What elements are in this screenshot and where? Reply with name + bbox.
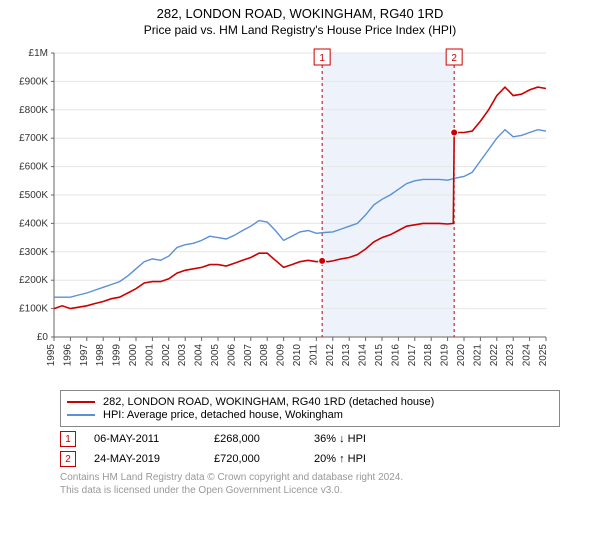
- legend-row: 282, LONDON ROAD, WOKINGHAM, RG40 1RD (d…: [67, 396, 553, 408]
- trade-price: £720,000: [214, 453, 314, 465]
- legend-row: HPI: Average price, detached house, Woki…: [67, 409, 553, 421]
- trade-row: 2 24-MAY-2019£720,00020% ↑ HPI: [60, 451, 560, 467]
- attribution-line: This data is licensed under the Open Gov…: [60, 484, 560, 497]
- svg-text:2017: 2017: [407, 344, 418, 367]
- chart-svg: £0 £100K £200K £300K £400K £500K £600K £700K £80…: [0, 41, 560, 381]
- svg-text:2002: 2002: [161, 344, 172, 367]
- svg-text:2007: 2007: [243, 344, 254, 367]
- attribution-line: Contains HM Land Registry data © Crown c…: [60, 471, 560, 484]
- svg-text:1999: 1999: [112, 344, 123, 367]
- svg-text:1995: 1995: [46, 344, 57, 367]
- trade-price: £268,000: [214, 433, 314, 445]
- trade-delta: 36% ↓ HPI: [314, 433, 424, 445]
- svg-text:2015: 2015: [374, 344, 385, 367]
- svg-text:2018: 2018: [423, 344, 434, 367]
- trade-date: 24-MAY-2019: [94, 453, 214, 465]
- svg-text:2009: 2009: [276, 344, 287, 367]
- svg-text:2000: 2000: [128, 344, 139, 367]
- legend-label: 282, LONDON ROAD, WOKINGHAM, RG40 1RD (d…: [103, 396, 434, 408]
- svg-text:2020: 2020: [456, 344, 467, 367]
- svg-text:2010: 2010: [292, 344, 303, 367]
- price-chart: £0 £100K £200K £300K £400K £500K £600K £700K £80…: [0, 41, 600, 384]
- svg-text:£400K: £400K: [19, 218, 48, 229]
- svg-text:1996: 1996: [62, 344, 73, 367]
- trade-tag: 2: [60, 451, 76, 467]
- legend-swatch: [67, 401, 95, 403]
- trade-row: 1 06-MAY-2011£268,00036% ↓ HPI: [60, 431, 560, 447]
- svg-text:1998: 1998: [95, 344, 106, 367]
- svg-text:2022: 2022: [489, 344, 500, 367]
- svg-text:2023: 2023: [505, 344, 516, 367]
- svg-text:2011: 2011: [308, 344, 319, 366]
- page-title: 282, LONDON ROAD, WOKINGHAM, RG40 1RD: [0, 6, 600, 21]
- svg-text:2008: 2008: [259, 344, 270, 367]
- attribution-text: Contains HM Land Registry data © Crown c…: [60, 471, 560, 497]
- svg-text:2004: 2004: [194, 344, 205, 367]
- svg-text:2012: 2012: [325, 344, 336, 367]
- svg-text:2016: 2016: [390, 344, 401, 367]
- svg-text:£900K: £900K: [19, 76, 48, 87]
- svg-text:£700K: £700K: [19, 133, 48, 144]
- trade-date: 06-MAY-2011: [94, 433, 214, 445]
- svg-text:1: 1: [319, 53, 325, 64]
- svg-text:2005: 2005: [210, 344, 221, 367]
- svg-text:2001: 2001: [144, 344, 155, 367]
- svg-text:£200K: £200K: [19, 275, 48, 286]
- svg-text:£1M: £1M: [29, 48, 48, 59]
- trades-table: 1 06-MAY-2011£268,00036% ↓ HPI 2 24-MAY-201…: [60, 431, 560, 467]
- legend-label: HPI: Average price, detached house, Woki…: [103, 409, 343, 421]
- legend-swatch: [67, 414, 95, 416]
- legend-box: 282, LONDON ROAD, WOKINGHAM, RG40 1RD (d…: [60, 390, 560, 427]
- svg-text:2: 2: [451, 53, 457, 64]
- svg-text:2025: 2025: [538, 344, 549, 367]
- svg-text:2003: 2003: [177, 344, 188, 367]
- trade-tag: 1: [60, 431, 76, 447]
- svg-text:£600K: £600K: [19, 162, 48, 173]
- svg-text:£100K: £100K: [19, 304, 48, 315]
- svg-text:2013: 2013: [341, 344, 352, 367]
- svg-text:£800K: £800K: [19, 105, 48, 116]
- svg-text:£300K: £300K: [19, 247, 48, 258]
- svg-text:2021: 2021: [472, 344, 483, 367]
- page-subtitle: Price paid vs. HM Land Registry's House …: [0, 23, 600, 37]
- svg-text:2024: 2024: [522, 344, 533, 367]
- svg-text:2019: 2019: [440, 344, 451, 367]
- svg-text:2014: 2014: [358, 344, 369, 367]
- svg-text:1997: 1997: [79, 344, 90, 367]
- svg-text:£500K: £500K: [19, 190, 48, 201]
- trade-delta: 20% ↑ HPI: [314, 453, 424, 465]
- svg-text:£0: £0: [37, 332, 49, 343]
- svg-text:2006: 2006: [226, 344, 237, 367]
